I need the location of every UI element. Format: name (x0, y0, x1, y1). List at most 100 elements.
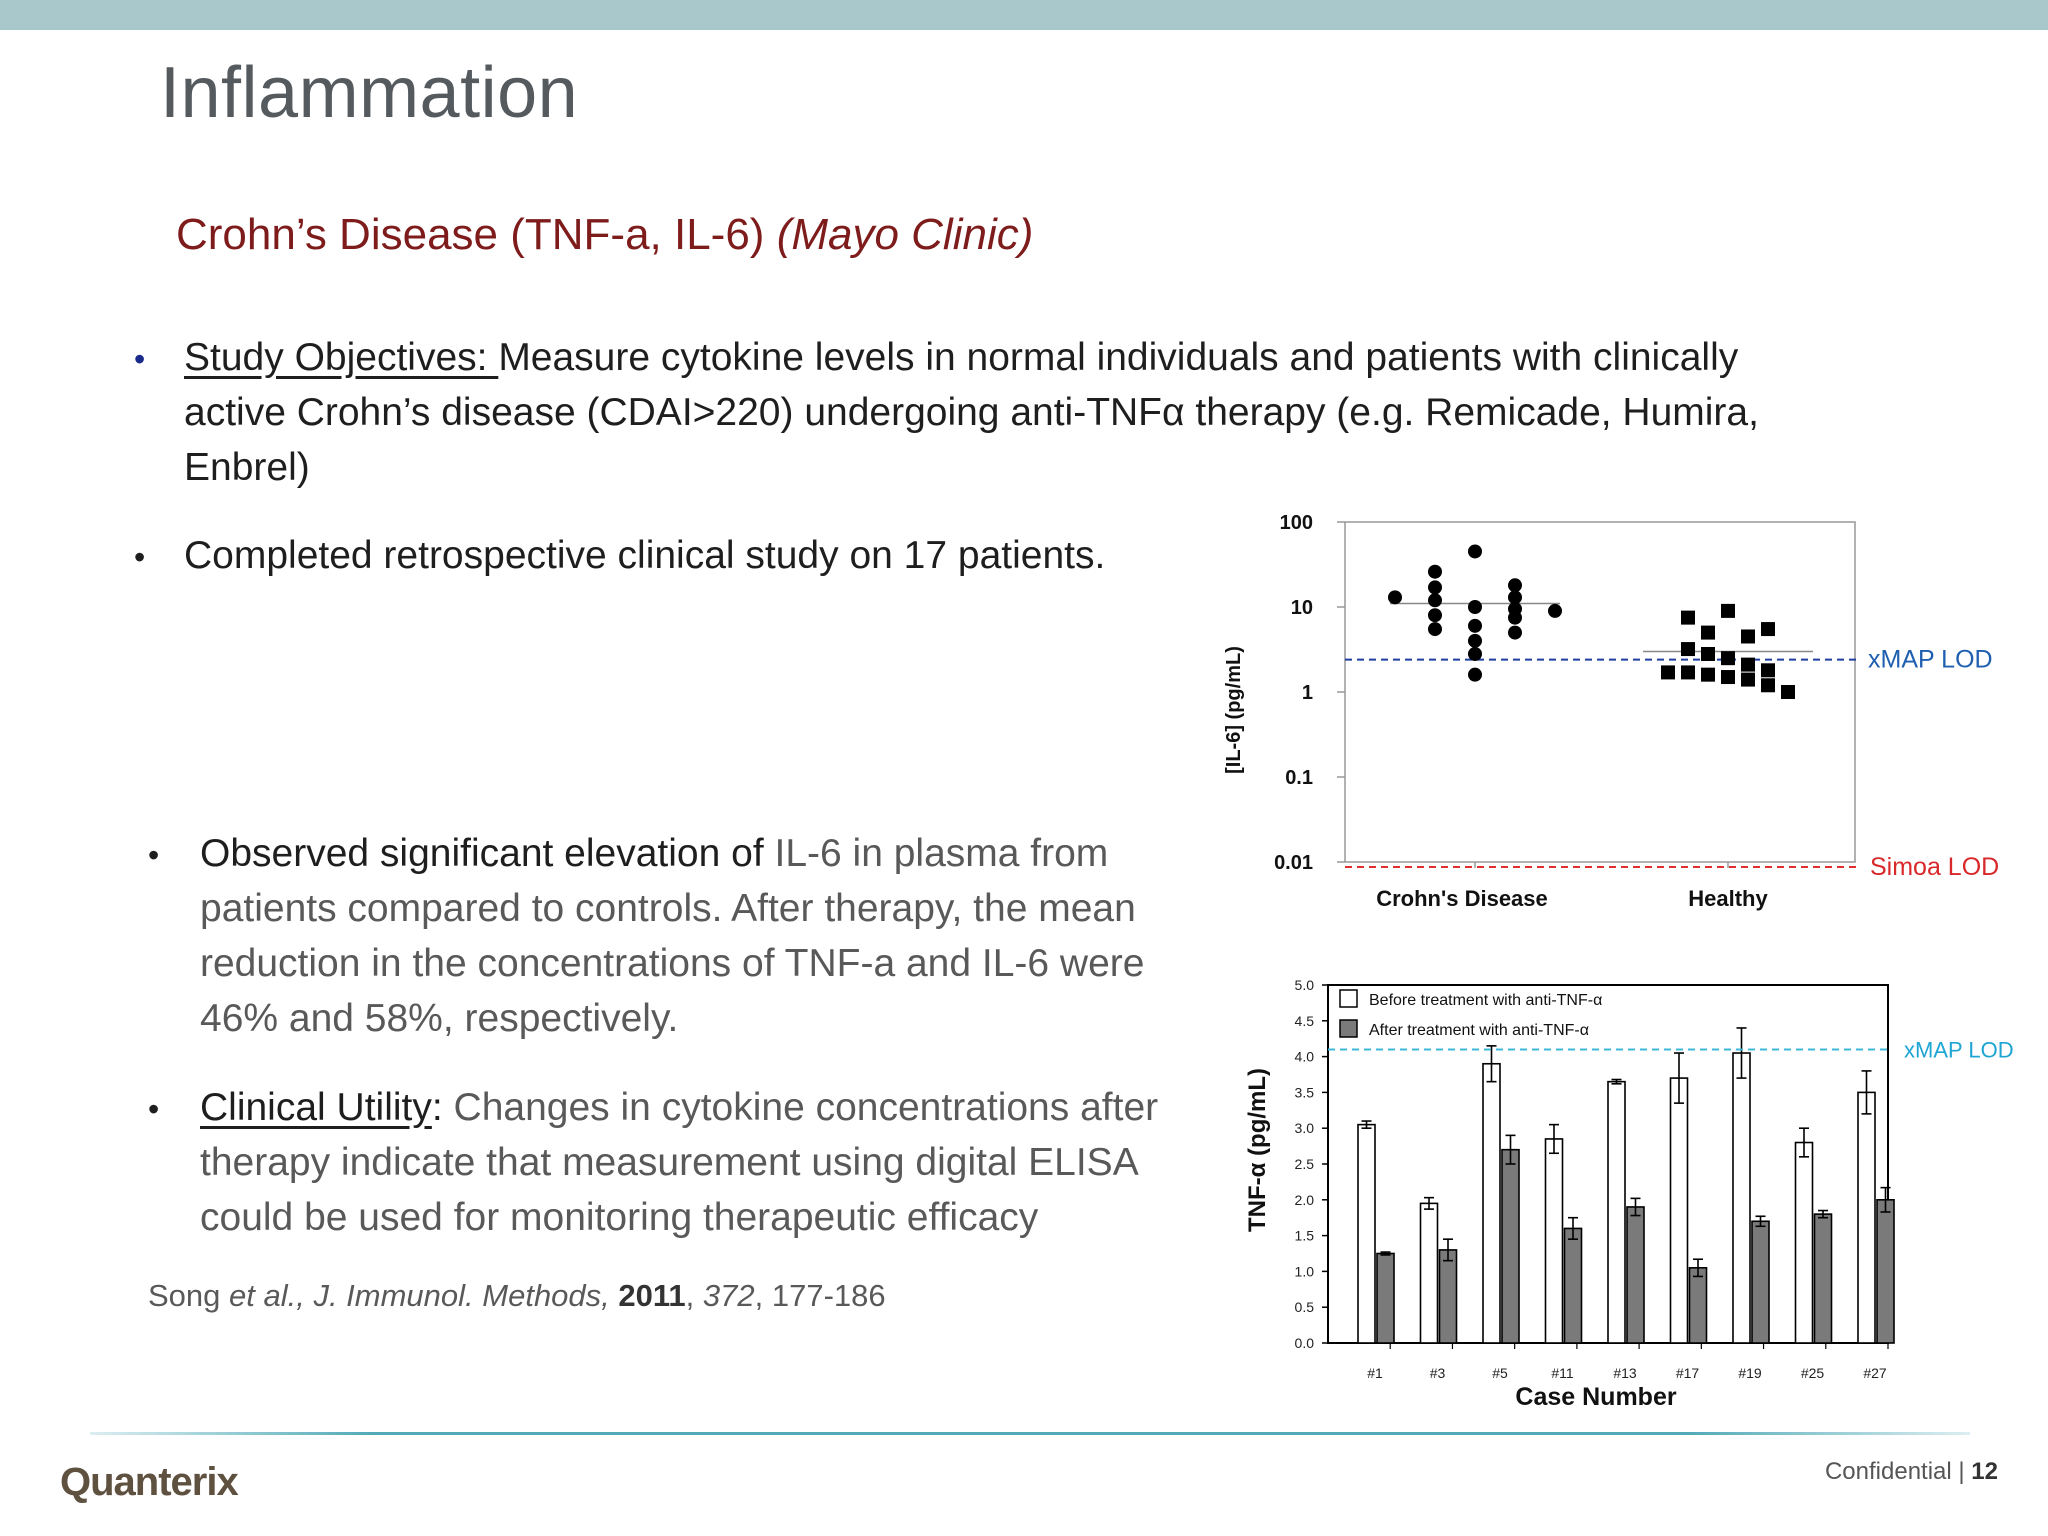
tnf-bar-after (1626, 1206, 1645, 1344)
il6-y-tick-label: 0.01 (1274, 852, 1313, 874)
il6-point-healthy (1781, 685, 1795, 699)
legend-label: After treatment with anti-TNF-α (1369, 1022, 1589, 1039)
tnf-bar-before (1857, 1091, 1876, 1344)
il6-point-healthy (1701, 667, 1715, 682)
top-accent-bar (0, 0, 2048, 30)
tnf-x-tick-label: #19 (1738, 1365, 1762, 1381)
il6-point-crohns (1468, 544, 1482, 559)
il6-point-crohns (1468, 633, 1482, 648)
tnf-plot-frame (1327, 984, 1889, 1344)
bullet1-line3: Enbrel) (184, 446, 310, 489)
subtitle-main: Crohn’s Disease (TNF-a, IL-6) (176, 210, 777, 259)
tnf-bar-before (1607, 1080, 1626, 1344)
il6-point-crohns (1548, 603, 1562, 618)
bullet-dot: • (148, 1091, 160, 1127)
bullet-dot: • (134, 341, 146, 377)
legend-label: Before treatment with anti-TNF-α (1369, 992, 1602, 1009)
tnf-x-tick-label: #25 (1801, 1365, 1825, 1381)
tnf-bar-after (1876, 1199, 1895, 1344)
il6-point-healthy (1681, 642, 1695, 657)
tnf-y-axis-label: TNF-α (pg/mL) (1244, 1068, 1271, 1232)
tnf-x-tick-label: #11 (1551, 1365, 1574, 1381)
il6-y-tick-label: 1 (1302, 682, 1313, 704)
il6-point-healthy (1681, 665, 1695, 680)
legend-swatch-before (1339, 989, 1358, 1008)
il6-point-crohns (1468, 667, 1482, 682)
bullet3-line2: patients compared to controls. After the… (200, 887, 1136, 930)
legend-swatch-after (1339, 1019, 1358, 1038)
il6-point-crohns (1468, 618, 1482, 633)
tnf-x-axis-label: Case Number (1515, 1383, 1676, 1411)
tnf-bar-after (1376, 1252, 1395, 1344)
slide-title: Inflammation (160, 53, 579, 133)
il6-point-healthy (1761, 678, 1775, 693)
il6-point-healthy (1721, 670, 1735, 685)
tnf-y-tick-label: 2.5 (1295, 1156, 1315, 1172)
tnf-bar-after (1501, 1148, 1520, 1344)
tnf-x-tick-label: #5 (1492, 1365, 1508, 1381)
bullet1-line2: active Crohn’s disease (CDAI>220) underg… (184, 391, 1759, 434)
il6-point-healthy (1681, 610, 1695, 625)
tnf-x-tick-label: #27 (1863, 1365, 1887, 1381)
tnf-x-tick-label: #17 (1676, 1365, 1700, 1381)
tnf-bar-before (1669, 1077, 1689, 1344)
tnf-y-tick-label: 1.0 (1295, 1263, 1315, 1279)
il6-plot-frame (1344, 521, 1856, 863)
il6-point-crohns (1388, 590, 1402, 605)
il6-point-healthy (1721, 651, 1735, 666)
tnf-y-tick-label: 1.5 (1295, 1228, 1315, 1244)
il6-point-crohns (1428, 564, 1442, 579)
tnf-y-tick-label: 3.5 (1295, 1084, 1315, 1100)
il6-point-crohns (1508, 590, 1522, 605)
clinical-utility-label: Clinical Utility (200, 1086, 432, 1129)
bullet-dot: • (148, 837, 160, 873)
il6-point-healthy (1741, 657, 1755, 672)
tnf-bar-before (1482, 1062, 1501, 1344)
footer-divider (90, 1432, 1970, 1435)
tnf-lod-label: xMAP LOD (1904, 1037, 2014, 1062)
tnf-bar-before (1544, 1138, 1564, 1344)
tnf-bar-after (1751, 1220, 1770, 1344)
il6-x-tick-label: Crohn's Disease (1376, 886, 1548, 911)
il6-point-crohns (1508, 601, 1522, 616)
tnf-x-tick-label: #13 (1613, 1365, 1637, 1381)
il6-point-healthy (1741, 672, 1755, 687)
citation: Song et al., J. Immunol. Methods, 2011, … (148, 1278, 886, 1313)
il6-point-healthy (1701, 625, 1715, 640)
il6-lod-label: Simoa LOD (1870, 853, 1999, 881)
bullet2-text: Completed retrospective clinical study o… (184, 534, 1106, 577)
tnf-bar-before (1794, 1141, 1814, 1344)
tnf-y-tick-label: 4.5 (1295, 1013, 1315, 1029)
tnf-bar-after (1563, 1227, 1583, 1344)
subtitle-source: (Mayo Clinic) (776, 210, 1034, 259)
footer-confidential: Confidential | 12 (1824, 1458, 1998, 1485)
il6-point-crohns (1428, 622, 1442, 637)
bullet3-line3: reduction in the concentrations of TNF-a… (200, 942, 1145, 985)
il6-y-tick-label: 0.1 (1285, 767, 1313, 789)
study-objectives-label: Study Objectives: (184, 336, 499, 379)
tnf-y-tick-label: 4.0 (1295, 1049, 1315, 1065)
bullet3-line4: 46% and 58%, respectively. (200, 997, 679, 1040)
bullet4-line2: therapy indicate that measurement using … (200, 1141, 1139, 1184)
il6-point-crohns (1468, 600, 1482, 614)
slide-subtitle: Crohn’s Disease (TNF-a, IL-6) (Mayo Clin… (176, 210, 1033, 260)
tnf-bar-before (1732, 1052, 1751, 1344)
il6-point-healthy (1761, 663, 1775, 678)
il6-point-crohns (1428, 580, 1442, 595)
tnf-bar-after (1813, 1213, 1833, 1344)
bullet4-line1: Clinical Utility: Changes in cytokine co… (200, 1086, 1159, 1129)
il6-point-crohns (1508, 610, 1522, 625)
tnf-y-tick-label: 5.0 (1295, 977, 1315, 993)
il6-point-healthy (1741, 629, 1755, 644)
tnf-y-tick-label: 0.5 (1295, 1299, 1315, 1315)
tnf-y-tick-label: 2.0 (1295, 1192, 1315, 1208)
bullet3-line1: Observed significant elevation of IL-6 i… (200, 832, 1109, 875)
il6-point-crohns (1428, 593, 1442, 608)
il6-point-crohns (1468, 646, 1482, 661)
il6-y-tick-label: 100 (1280, 512, 1313, 534)
tnf-y-tick-label: 3.0 (1295, 1120, 1315, 1136)
il6-x-tick-label: Healthy (1688, 886, 1768, 911)
tnf-x-tick-label: #3 (1430, 1365, 1446, 1381)
il6-lod-label: xMAP LOD (1868, 646, 1993, 674)
il6-point-healthy (1701, 646, 1715, 661)
